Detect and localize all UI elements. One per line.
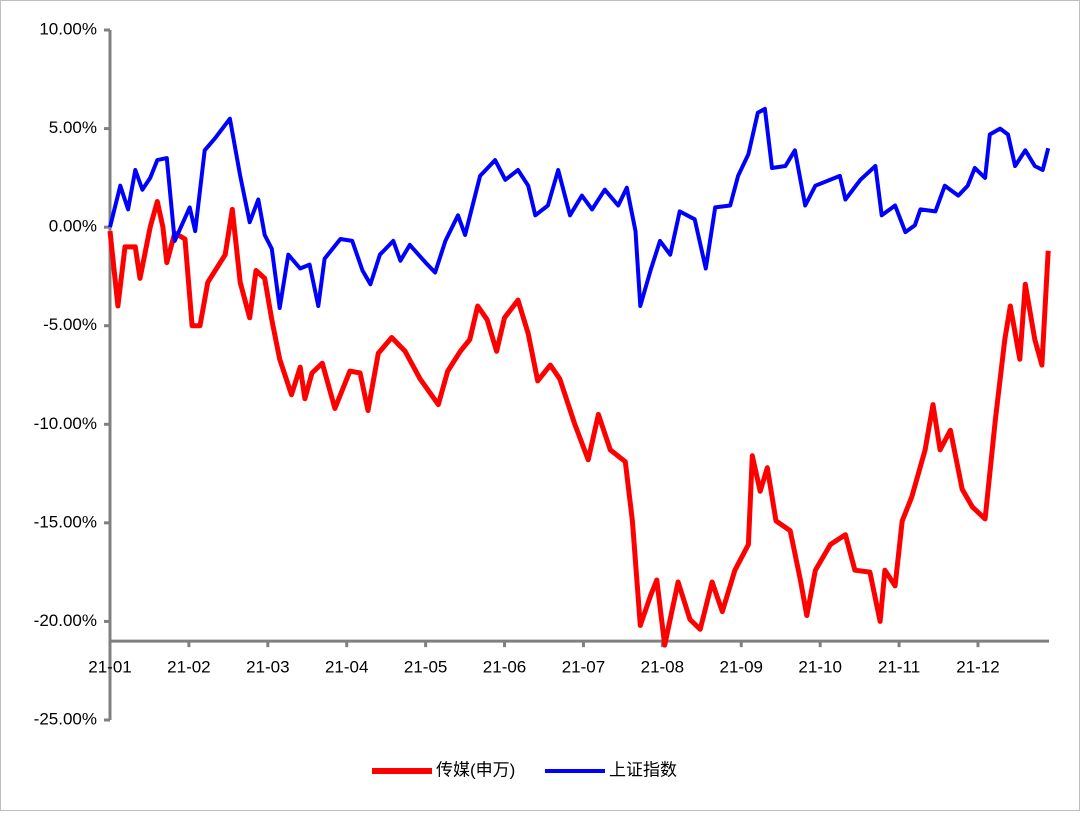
series-line xyxy=(108,106,1051,310)
x-tick-label: 21-05 xyxy=(404,658,447,677)
x-tick-label: 21-09 xyxy=(720,658,763,677)
y-tick-label: -5.00% xyxy=(43,315,97,334)
x-tick-label: 21-02 xyxy=(167,658,210,677)
x-tick-label: 21-11 xyxy=(878,658,920,677)
x-tick-label: 21-03 xyxy=(246,658,289,677)
y-tick-label: -15.00% xyxy=(34,512,97,531)
x-tick-label: 21-08 xyxy=(641,658,684,677)
y-tick-label: 5.00% xyxy=(49,118,97,137)
y-tick-label: -25.00% xyxy=(34,709,97,728)
x-tick-label: 21-10 xyxy=(798,658,841,677)
x-tick-label: 21-07 xyxy=(562,658,605,677)
x-tick-label: 21-01 xyxy=(88,658,131,677)
y-tick-label: -10.00% xyxy=(34,414,97,433)
y-tick-label: 0.00% xyxy=(49,217,97,236)
x-tick-label: 21-06 xyxy=(483,658,526,677)
legend-label: 传媒(申万) xyxy=(436,760,515,779)
legend-label: 上证指数 xyxy=(609,760,677,779)
y-tick-label: 10.00% xyxy=(39,19,97,38)
x-tick-label: 21-12 xyxy=(956,658,999,677)
series-line xyxy=(107,199,1051,648)
x-tick-label: 21-04 xyxy=(325,658,368,677)
y-tick-label: -20.00% xyxy=(34,611,97,630)
